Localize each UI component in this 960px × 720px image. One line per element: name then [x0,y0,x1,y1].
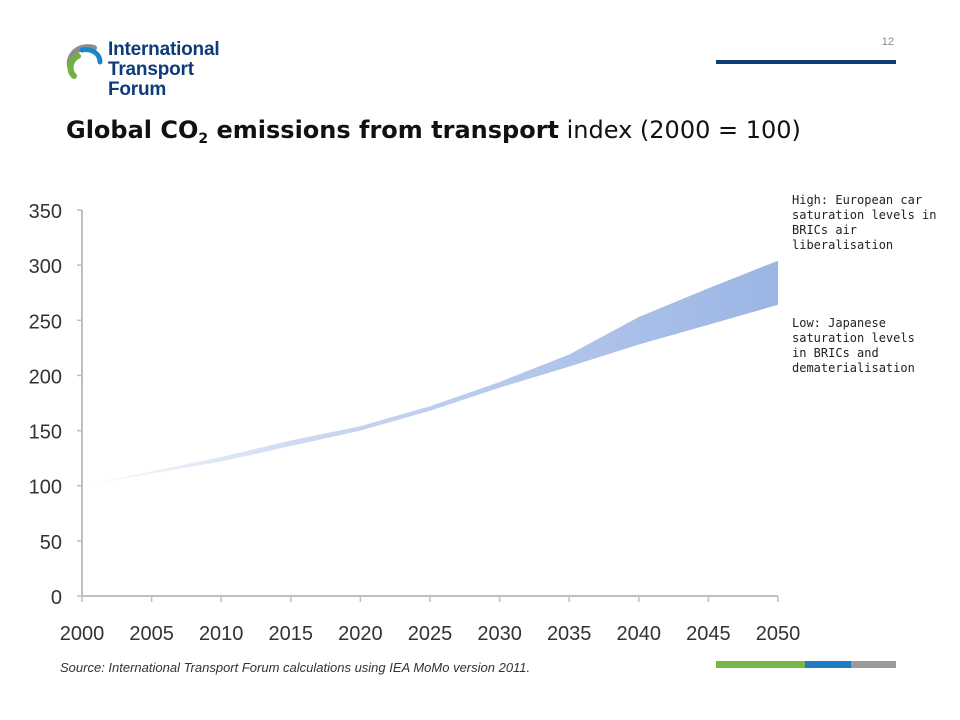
x-tick-label: 2020 [338,623,383,645]
annotation-low-line: Low: Japanese [792,316,886,330]
logo-line-2: Transport Forum [108,59,194,100]
annotation-low-line: saturation levels [792,331,915,345]
header-rule [716,60,896,64]
x-tick-label: 2045 [686,623,731,645]
footer-bar-green [716,661,805,668]
annotation-high-line: liberalisation [792,238,894,252]
y-tick-label: 150 [29,422,62,444]
x-tick-label: 2040 [617,623,662,645]
annotation-high-line: High: European car [792,193,923,207]
title-light: index (2000 = 100) [559,116,801,144]
chart-axes [81,210,778,597]
itf-logo: International Transport Forum [64,38,254,100]
y-tick-label: 0 [51,587,62,609]
y-tick-label: 350 [29,201,62,223]
y-tick-label: 100 [29,477,62,499]
x-tick-label: 2050 [756,623,801,645]
footer-bar-blue [805,661,851,668]
annotation-low-line: in BRICs and [792,346,879,360]
annotation-low-line: dematerialisation [792,361,915,375]
x-tick-label: 2030 [477,623,522,645]
page-title: Global CO2 emissions from transport inde… [66,116,801,147]
y-tick-label: 200 [29,366,62,388]
footer-bar-grey [851,661,896,668]
page-number: 12 [881,36,894,48]
annotation-high-line: BRICs air [792,223,858,237]
y-tick-label: 250 [29,311,62,333]
chart-ticks: 0 50 100 150 200 250 300 350 2000 2005 2010 2015 202… [29,201,801,645]
emissions-range-band [82,260,778,486]
title-bold-2: emissions from transport [208,116,559,144]
source-note: Source: International Transport Forum ca… [60,660,531,675]
x-tick-label: 2035 [547,623,592,645]
x-tick-label: 2000 [60,623,105,645]
globe-swoosh-icon [66,44,103,79]
x-tick-label: 2025 [408,623,453,645]
chart-marks [82,260,778,486]
y-tick-label: 50 [40,532,62,554]
annotation-low: Low: Japanese saturation levels in BRICs… [792,316,942,376]
x-tick-label: 2005 [129,623,174,645]
annotation-high: High: European car saturation levels in … [792,193,942,253]
x-tick-label: 2010 [199,623,244,645]
y-tick-label: 300 [29,256,62,278]
logo-line-1: International [108,39,220,60]
title-subscript: 2 [198,131,209,147]
x-tick-label: 2015 [269,623,314,645]
annotation-high-line: saturation levels in [792,208,937,222]
title-bold: Global CO [66,116,199,144]
